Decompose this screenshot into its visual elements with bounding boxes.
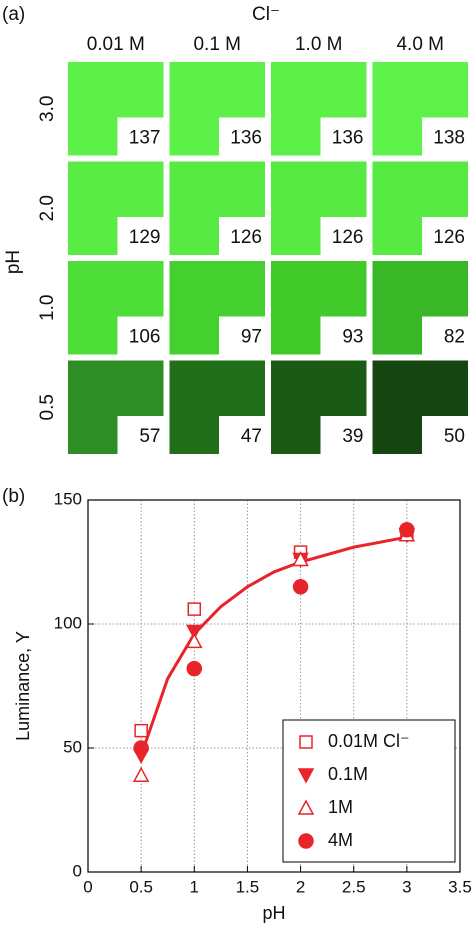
value-label: 106 (129, 327, 161, 348)
legend-marker (297, 799, 315, 815)
row-label: 3.0 (37, 96, 58, 122)
plot-frame (87, 499, 461, 873)
marker (399, 522, 415, 538)
legend-marker (299, 735, 313, 749)
legend-marker (298, 833, 314, 849)
x-tick-label: 2.5 (342, 877, 366, 896)
marker (292, 579, 309, 595)
value-box (219, 416, 265, 454)
x-tick-label: 1 (190, 877, 199, 896)
value-label: 136 (230, 128, 262, 149)
x-tick-label: 0 (83, 877, 92, 896)
value-box (117, 316, 164, 355)
value-label: 57 (139, 426, 160, 447)
marker (187, 602, 202, 616)
marker (132, 766, 150, 783)
value-box (422, 117, 468, 156)
column-label: 0.1 M (193, 34, 241, 55)
fit-curve (139, 535, 408, 756)
y-tick-label: 100 (54, 613, 82, 632)
value-label: 47 (241, 426, 262, 447)
value-label: 39 (342, 426, 363, 447)
value-label: 136 (332, 128, 364, 149)
value-box (422, 217, 468, 255)
value-box (320, 416, 367, 454)
marker (134, 723, 148, 738)
value-box (422, 416, 468, 454)
value-box (320, 217, 367, 255)
marker (186, 624, 203, 641)
value-box (219, 316, 265, 355)
legend-label: 0.1M (328, 764, 368, 784)
value-box (117, 117, 164, 156)
marker (133, 740, 149, 756)
value-label: 82 (444, 327, 465, 348)
value-label: 129 (129, 227, 161, 248)
value-label: 126 (230, 227, 262, 248)
y-tick-label: 150 (54, 489, 82, 508)
value-label: 97 (241, 327, 262, 348)
value-box (320, 117, 367, 156)
x-axis-label: pH (262, 903, 285, 923)
y-tick-label: 0 (73, 861, 82, 880)
value-label: 93 (342, 327, 363, 348)
value-label: 138 (433, 128, 465, 149)
x-tick-label: 3 (402, 877, 411, 896)
value-box (219, 117, 265, 156)
panel-label: (b) (2, 486, 25, 507)
x-tick-label: 1.5 (236, 877, 260, 896)
x-tick-label: 3.5 (448, 877, 472, 896)
x-tick-label: 2 (296, 877, 305, 896)
value-box (219, 217, 265, 255)
legend-label: 4M (328, 830, 353, 850)
value-box (117, 416, 164, 454)
column-label: 0.01 M (87, 34, 145, 55)
row-label: 2.0 (37, 195, 58, 221)
marker (186, 632, 203, 649)
x-axis-label: Cl⁻ (252, 4, 280, 25)
row-label: 0.5 (37, 394, 58, 420)
value-box (320, 316, 367, 355)
value-box (117, 217, 164, 255)
value-label: 137 (129, 128, 161, 149)
x-tick-label: 0.5 (129, 877, 153, 896)
marker (292, 550, 309, 567)
legend-marker (297, 768, 315, 784)
column-label: 4.0 M (396, 34, 444, 55)
value-label: 126 (332, 227, 364, 248)
legend-label: 1M (328, 797, 353, 817)
row-label: 1.0 (37, 295, 58, 321)
y-axis-label: Luminance, Y (13, 631, 33, 741)
y-axis-label: pH (3, 250, 24, 274)
value-label: 126 (433, 227, 465, 248)
panel-label: (a) (2, 4, 25, 25)
column-label: 1.0 M (295, 34, 343, 55)
value-box (422, 316, 468, 355)
marker (186, 660, 203, 677)
y-tick-label: 50 (63, 737, 82, 756)
legend-label: 0.01M Cl⁻ (328, 731, 410, 751)
value-label: 50 (444, 426, 465, 447)
